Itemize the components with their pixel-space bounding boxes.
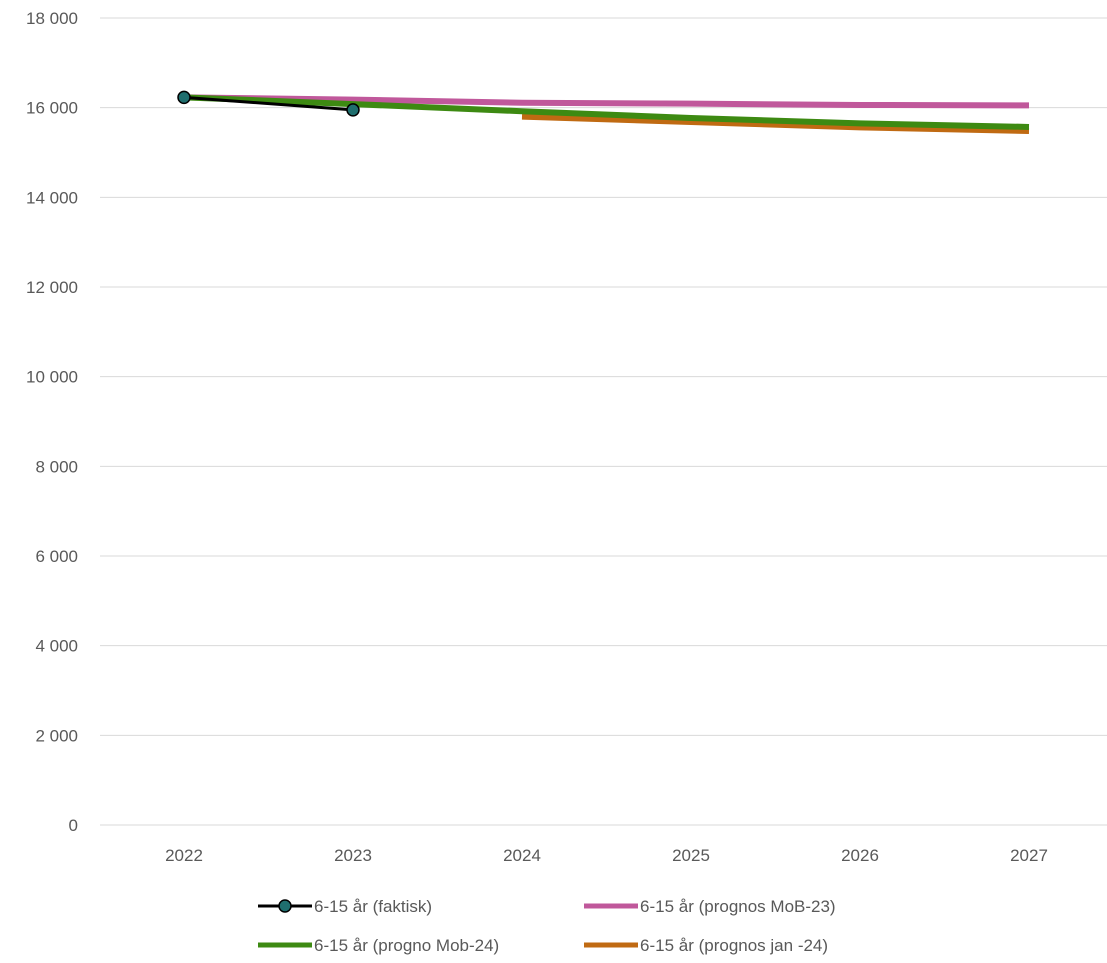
y-tick-label: 18 000	[26, 9, 78, 28]
series-line	[183, 94, 1030, 130]
data-point	[346, 103, 360, 117]
legend: 6-15 år (faktisk) 6-15 år (prognos MoB-23…	[258, 897, 836, 955]
legend-item: 6-15 år (progno Mob-24)	[258, 936, 499, 955]
legend-label: 6-15 år (faktisk)	[314, 897, 432, 916]
legend-item: 6-15 år (prognos jan -24)	[584, 936, 828, 955]
series-2	[183, 94, 1030, 130]
x-tick-label: 2025	[672, 846, 710, 865]
x-tick-label: 2023	[334, 846, 372, 865]
series-line	[183, 95, 354, 112]
y-tick-label: 6 000	[35, 547, 78, 566]
series-line	[521, 113, 1030, 134]
x-axis-ticks: 2022 2023 2024 2025 2026 2027	[165, 846, 1048, 865]
legend-marker	[278, 899, 292, 913]
series-lines	[177, 90, 1030, 134]
legend-item: 6-15 år (prognos MoB-23)	[584, 897, 836, 916]
series-line	[183, 94, 1030, 109]
data-point	[177, 90, 191, 105]
series-3	[521, 113, 1030, 134]
x-tick-label: 2022	[165, 846, 203, 865]
y-tick-label: 8 000	[35, 457, 78, 476]
y-tick-label: 12 000	[26, 278, 78, 297]
y-tick-label: 4 000	[35, 637, 78, 656]
legend-label: 6-15 år (prognos jan -24)	[640, 936, 828, 955]
x-tick-label: 2026	[841, 846, 879, 865]
y-axis-ticks: 0 2 000 4 000 6 000 8 000 10 000 12 000 14 000 1…	[26, 9, 78, 835]
y-tick-label: 10 000	[26, 368, 78, 387]
series-1	[183, 94, 1030, 109]
legend-label: 6-15 år (prognos MoB-23)	[640, 897, 836, 916]
y-tick-label: 2 000	[35, 726, 78, 745]
x-tick-label: 2027	[1010, 846, 1048, 865]
y-tick-label: 14 000	[26, 188, 78, 207]
series-0	[177, 90, 360, 117]
x-tick-label: 2024	[503, 846, 541, 865]
legend-label: 6-15 år (progno Mob-24)	[314, 936, 499, 955]
gridlines	[100, 17, 1107, 826]
y-tick-label: 0	[69, 816, 78, 835]
y-tick-label: 16 000	[26, 99, 78, 118]
legend-item: 6-15 år (faktisk)	[258, 897, 432, 916]
